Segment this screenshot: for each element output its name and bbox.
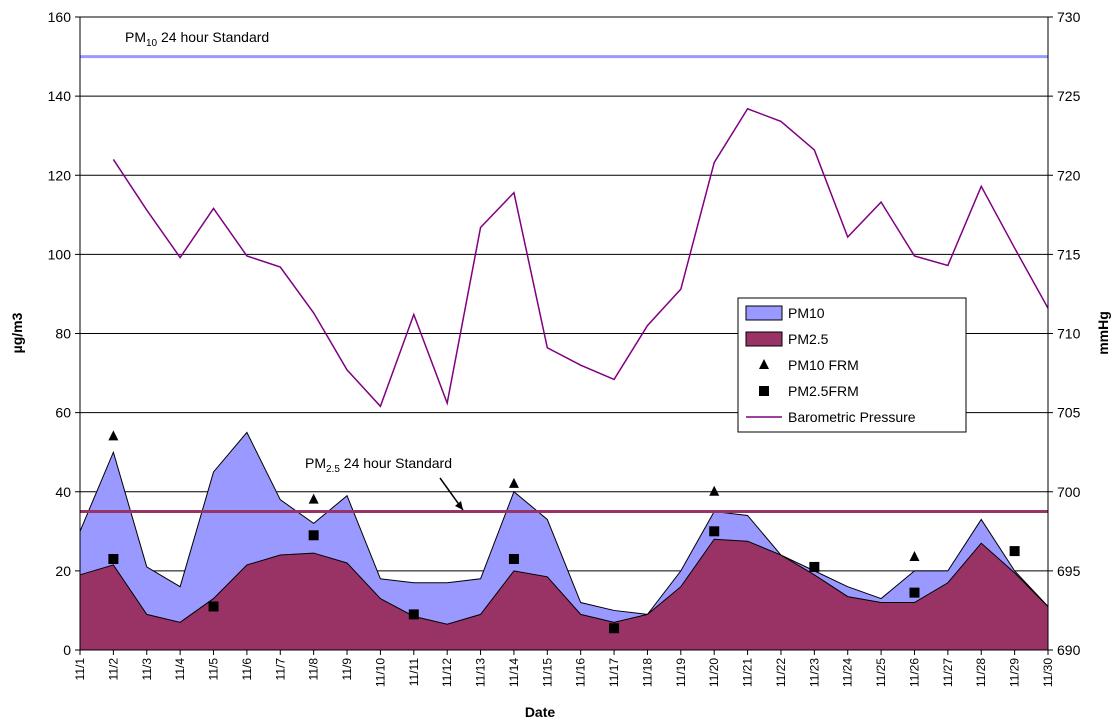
legend-label: Barometric Pressure (788, 409, 916, 425)
x-tick-label: 11/22 (774, 658, 788, 687)
x-tick-label: 11/25 (874, 658, 888, 687)
x-tick-label: 11/27 (941, 658, 955, 687)
x-tick-label: 11/1 (73, 658, 87, 681)
x-tick-label: 11/3 (140, 658, 154, 681)
standard-label: PM2.5 24 hour Standard (305, 455, 452, 475)
y2-axis-label: mmHg (1095, 311, 1111, 355)
square-marker (809, 561, 820, 572)
triangle-marker (108, 430, 119, 441)
x-tick-label: 11/17 (607, 658, 621, 687)
x-tick-label: 11/5 (207, 658, 221, 681)
y2-tick-label: 710 (1057, 326, 1081, 342)
x-tick-label: 11/12 (440, 658, 454, 687)
standard-label-sub: 10 (146, 38, 158, 49)
legend-label: PM2.5FRM (788, 383, 859, 399)
x-tick-label: 11/19 (674, 658, 688, 687)
y2-tick-label: 705 (1057, 405, 1081, 421)
y2-tick-label: 725 (1057, 88, 1081, 104)
x-tick-label: 11/24 (841, 658, 855, 687)
square-marker (108, 554, 119, 565)
x-tick-label: 11/10 (373, 658, 387, 687)
x-tick-label: 11/30 (1041, 658, 1055, 687)
standard-label-rest: 24 hour Standard (157, 29, 269, 45)
legend-item: PM2.5FRM (759, 383, 859, 399)
square-marker (909, 587, 920, 598)
triangle-marker (909, 551, 920, 562)
x-tick-label: 11/9 (340, 658, 354, 681)
legend-item: PM10 (745, 305, 825, 321)
legend-label: PM10 (788, 305, 825, 321)
square-marker (609, 623, 620, 634)
x-axis-label: Date (525, 704, 556, 720)
legend-swatch (745, 305, 783, 321)
x-tick-label: 11/14 (507, 658, 521, 687)
arrow-head (455, 501, 463, 510)
y2-tick-label: 720 (1057, 167, 1081, 183)
legend-label: PM10 FRM (788, 357, 859, 373)
y-tick-label: 40 (55, 484, 71, 500)
triangle-marker (508, 477, 519, 488)
x-tick-label: 11/4 (173, 658, 187, 681)
standard-label-main: PM (305, 455, 326, 471)
x-tick-label: 11/15 (540, 658, 554, 687)
legend-label: PM2.5 (788, 331, 829, 347)
area (79, 538, 1049, 651)
x-tick-label: 11/23 (807, 658, 821, 687)
triangle-marker (709, 485, 720, 496)
square-marker (709, 526, 720, 537)
legend-item: PM2.5 (745, 331, 829, 347)
square-marker (308, 530, 319, 541)
square-marker (508, 554, 519, 565)
legend-swatch (745, 331, 783, 347)
x-tick-label: 11/6 (240, 658, 254, 681)
x-tick-label: 11/26 (907, 658, 921, 687)
standard-label-sub: 2.5 (326, 464, 340, 475)
x-tick-label: 11/8 (307, 658, 321, 681)
standard-label-rest: 24 hour Standard (340, 455, 452, 471)
legend-item: PM10 FRM (759, 357, 859, 373)
y-tick-label: 80 (55, 326, 71, 342)
x-tick-label: 11/28 (974, 658, 988, 687)
legend-swatch (759, 386, 769, 396)
standard-label: PM10 24 hour Standard (125, 29, 269, 49)
x-tick-label: 11/21 (741, 658, 755, 687)
y2-tick-label: 695 (1057, 563, 1081, 579)
y2-tick-label: 700 (1057, 484, 1081, 500)
line (112, 107, 1049, 408)
y-axis-label: µg/m3 (9, 312, 25, 353)
triangle-marker (308, 493, 319, 504)
y-tick-label: 120 (48, 167, 72, 183)
y-tick-label: 100 (48, 246, 72, 262)
square-marker (408, 609, 419, 620)
x-tick-label: 11/16 (574, 658, 588, 687)
x-tick-label: 11/11 (407, 658, 421, 687)
y-tick-label: 160 (48, 9, 72, 25)
x-tick-label: 11/18 (640, 658, 654, 687)
y-tick-label: 60 (55, 405, 71, 421)
y-tick-label: 0 (63, 642, 71, 658)
legend-item: Barometric Pressure (746, 409, 916, 425)
x-tick-label: 11/29 (1008, 658, 1022, 687)
y-tick-label: 140 (48, 88, 72, 104)
legend-swatch (759, 359, 769, 369)
standard-label-main: PM (125, 29, 146, 45)
y2-tick-label: 730 (1057, 9, 1081, 25)
y2-tick-label: 715 (1057, 246, 1081, 262)
x-tick-label: 11/13 (474, 658, 488, 687)
square-marker (208, 601, 219, 612)
y-tick-label: 20 (55, 563, 71, 579)
y2-tick-label: 690 (1057, 642, 1081, 658)
x-tick-label: 11/7 (273, 658, 287, 681)
x-tick-label: 11/20 (707, 658, 721, 687)
x-tick-label: 11/2 (106, 658, 120, 681)
square-marker (1009, 546, 1020, 557)
